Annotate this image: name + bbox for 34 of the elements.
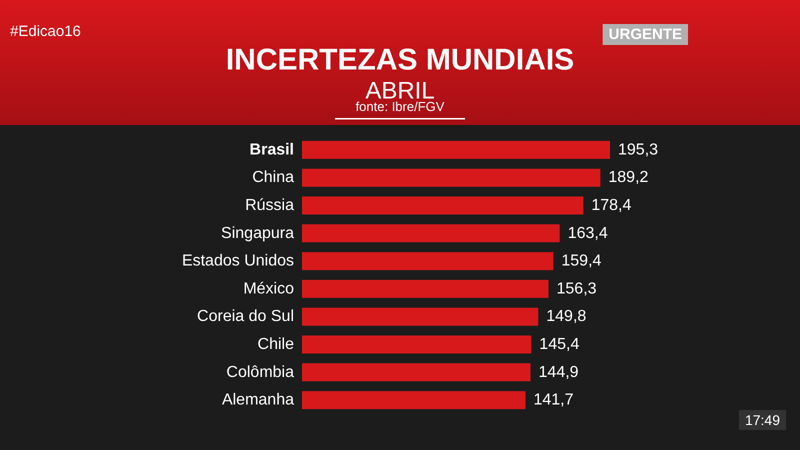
y-tick-label: Brasil bbox=[250, 141, 294, 158]
y-tick-label: Colômbia bbox=[226, 364, 294, 381]
data-label: 156,3 bbox=[556, 280, 597, 298]
data-label: 149,8 bbox=[546, 308, 586, 326]
data-label: 159,4 bbox=[561, 252, 602, 270]
bar bbox=[302, 391, 526, 410]
text: 17:49 bbox=[744, 412, 780, 428]
bar bbox=[302, 252, 554, 270]
y-tick-label: Singapura bbox=[221, 224, 294, 242]
y-tick-label: Estados Unidos bbox=[182, 252, 294, 270]
text: #Edicao16 bbox=[10, 23, 81, 40]
bar bbox=[302, 224, 560, 242]
y-tick-label: Alemanha bbox=[222, 392, 294, 409]
bar bbox=[302, 196, 584, 214]
y-tick-label: China bbox=[252, 169, 294, 186]
data-label: 178,4 bbox=[591, 197, 632, 214]
bar bbox=[302, 363, 531, 382]
y-tick-label: Rússia bbox=[245, 197, 294, 214]
y-tick-label: México bbox=[243, 280, 294, 298]
bar bbox=[302, 280, 548, 298]
y-tick-label: Chile bbox=[258, 336, 294, 353]
text: URGENTE bbox=[608, 26, 682, 43]
y-tick-label: Coreia do Sul bbox=[197, 308, 294, 326]
data-label: 145,4 bbox=[539, 336, 580, 353]
data-label: 141,7 bbox=[533, 392, 574, 409]
bar bbox=[302, 336, 532, 354]
bar bbox=[302, 308, 538, 326]
data-label: 195,3 bbox=[618, 141, 658, 158]
data-label: 163,4 bbox=[568, 224, 608, 242]
data-label: 189,2 bbox=[608, 169, 649, 186]
bar bbox=[302, 140, 610, 159]
bar bbox=[302, 168, 600, 187]
chart-title: INCERTEZAS MUNDIAIS bbox=[226, 44, 574, 76]
data-label: 144,9 bbox=[538, 364, 579, 381]
